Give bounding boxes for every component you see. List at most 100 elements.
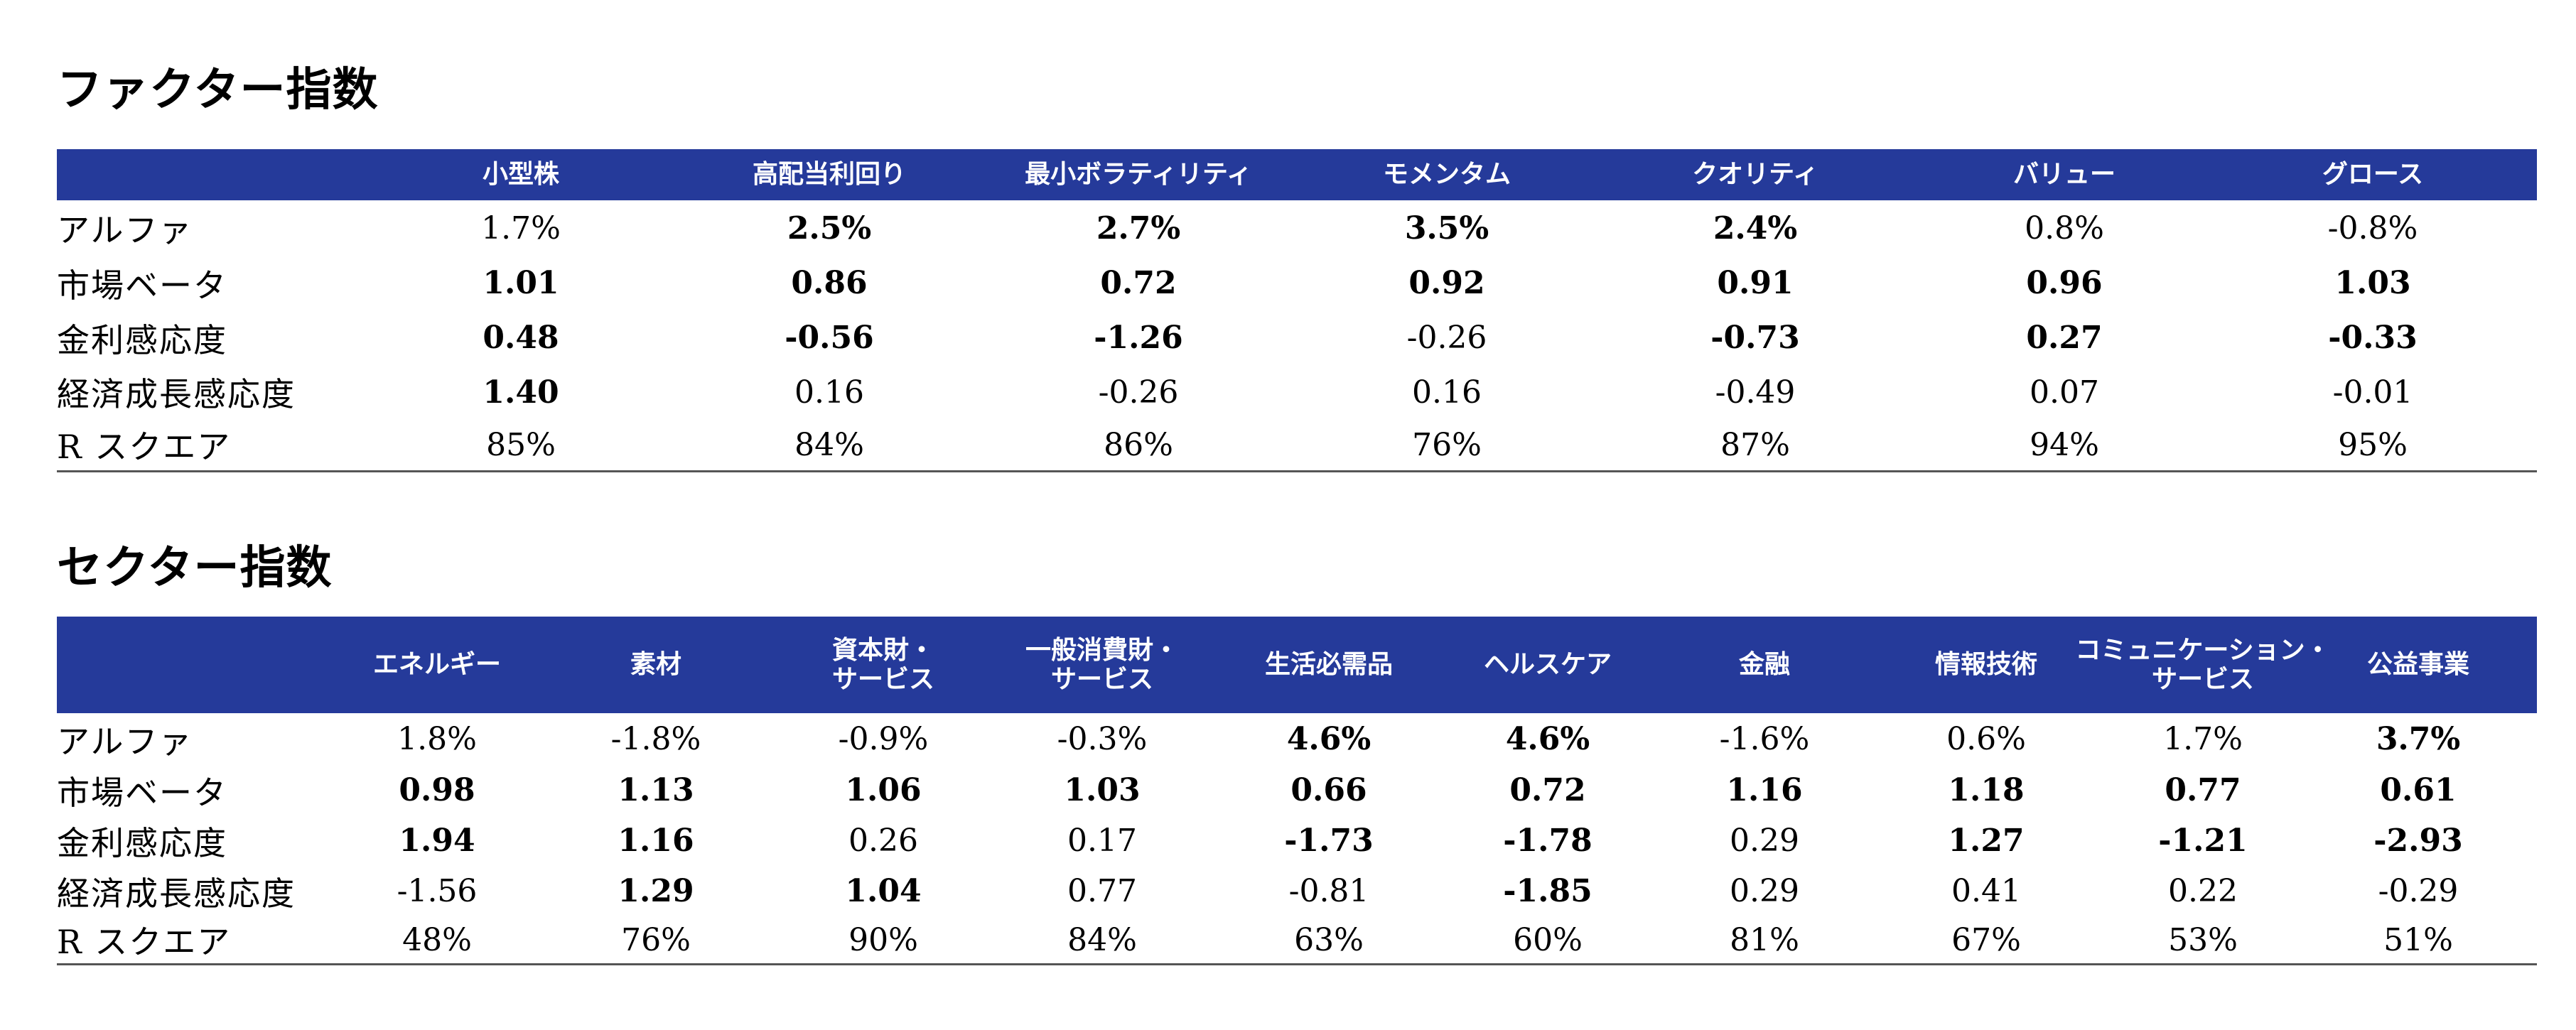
table-cell: -1.56 [397, 873, 478, 909]
table-cell: 0.29 [1730, 873, 1799, 909]
table-cell: -1.6% [1719, 721, 1810, 757]
sector-col-header: 資本財・ サービス [831, 635, 935, 694]
factor-col-header: 小型株 [482, 160, 560, 190]
table-bottom-rule [57, 963, 2537, 965]
table-cell: 3.5% [1404, 210, 1489, 246]
table-cell: 53% [2168, 921, 2238, 958]
table-cell: -0.49 [1715, 374, 1796, 411]
sector-row-alpha: アルファ 1.8% -1.8% -0.9% -0.3% 4.6% 4.6% -1… [57, 713, 2537, 765]
table-cell: 1.13 [618, 772, 694, 808]
table-cell: -1.73 [1284, 823, 1374, 859]
row-label: アルファ [57, 722, 193, 761]
table-cell: 84% [1067, 921, 1137, 958]
factor-index-table: 小型株 高配当利回り 最小ボラティリティ モメンタム クオリティ バリュー グロ… [57, 149, 2537, 472]
factor-row-r-squared: R スクエア 85% 84% 86% 76% 87% 94% 95% [57, 419, 2537, 470]
row-label: 市場ベータ [57, 773, 227, 812]
table-cell: 0.22 [2168, 873, 2238, 909]
sector-col-header: 公益事業 [2366, 650, 2470, 680]
factor-table-header: 小型株 高配当利回り 最小ボラティリティ モメンタム クオリティ バリュー グロ… [57, 149, 2537, 200]
factor-row-market-beta: 市場ベータ 1.01 0.86 0.72 0.92 0.91 0.96 1.03 [57, 256, 2537, 310]
table-cell: 0.92 [1408, 265, 1485, 301]
table-cell: -0.29 [2378, 873, 2459, 909]
factor-col-header: グロース [2322, 160, 2424, 190]
table-cell: 0.41 [1951, 873, 2021, 909]
table-cell: 1.94 [399, 823, 475, 859]
sector-col-header: ヘルスケア [1483, 650, 1612, 680]
table-cell: -1.85 [1503, 873, 1593, 909]
table-cell: 1.40 [483, 374, 559, 411]
table-cell: -1.78 [1503, 823, 1593, 859]
table-cell: 87% [1720, 426, 1790, 463]
sector-col-header: 金融 [1738, 650, 1791, 680]
table-cell: 67% [1951, 921, 2021, 958]
table-cell: 81% [1730, 921, 1799, 958]
table-cell: 0.48 [483, 320, 559, 356]
row-label: 経済成長感応度 [57, 874, 296, 913]
table-cell: 0.26 [848, 823, 918, 859]
table-cell: 1.03 [1064, 772, 1141, 808]
table-cell: -1.21 [2158, 823, 2248, 859]
sector-row-growth-sensitivity: 経済成長感応度 -1.56 1.29 1.04 0.77 -0.81 -1.85… [57, 866, 2537, 916]
sector-col-header: エネルギー [372, 650, 502, 680]
table-cell: -1.8% [610, 721, 701, 757]
sector-col-header: 生活必需品 [1264, 650, 1394, 680]
sector-col-header: 一般消費財・ サービス [1025, 635, 1180, 694]
table-cell: 1.29 [618, 873, 694, 909]
sector-row-r-squared: R スクエア 48% 76% 90% 84% 63% 60% 81% 67% 5… [57, 916, 2537, 963]
table-cell: 0.77 [1067, 873, 1137, 909]
table-cell: -0.73 [1710, 320, 1800, 356]
table-cell: 0.86 [791, 265, 868, 301]
table-cell: -2.93 [2373, 823, 2463, 859]
factor-row-rate-sensitivity: 金利感応度 0.48 -0.56 -1.26 -0.26 -0.73 0.27 … [57, 310, 2537, 365]
factor-col-header: 最小ボラティリティ [1025, 160, 1252, 190]
factor-section-title: ファクター指数 [57, 64, 379, 116]
table-cell: -0.01 [2332, 374, 2413, 411]
row-label: 金利感応度 [57, 823, 227, 862]
sector-index-table: エネルギー 素材 資本財・ サービス 一般消費財・ サービス 生活必需品 ヘルス… [57, 617, 2537, 965]
table-cell: -0.33 [2328, 320, 2418, 356]
table-cell: 0.07 [2030, 374, 2099, 411]
factor-col-header: モメンタム [1382, 160, 1511, 190]
table-cell: 0.29 [1730, 823, 1799, 859]
table-cell: 95% [2338, 426, 2408, 463]
table-cell: 76% [1412, 426, 1482, 463]
row-label: 金利感応度 [57, 320, 227, 359]
table-cell: 1.18 [1948, 772, 2025, 808]
table-cell: 4.6% [1505, 721, 1590, 757]
table-cell: 0.72 [1100, 265, 1177, 301]
table-cell: 1.8% [397, 721, 477, 757]
table-cell: -0.56 [785, 320, 874, 356]
table-cell: 48% [402, 921, 472, 958]
table-cell: 0.72 [1509, 772, 1586, 808]
row-label: R スクエア [57, 428, 232, 466]
table-cell: 1.03 [2334, 265, 2411, 301]
table-cell: 94% [2030, 426, 2099, 463]
table-cell: 1.7% [481, 210, 561, 246]
table-cell: 2.4% [1713, 210, 1798, 246]
table-cell: 63% [1294, 921, 1364, 958]
table-cell: 0.98 [399, 772, 475, 808]
table-cell: 3.7% [2376, 721, 2461, 757]
table-cell: 0.91 [1717, 265, 1794, 301]
table-cell: 0.17 [1067, 823, 1137, 859]
table-cell: 0.16 [794, 374, 864, 411]
table-cell: 0.27 [2026, 320, 2103, 356]
row-label: アルファ [57, 211, 193, 249]
factor-row-growth-sensitivity: 経済成長感応度 1.40 0.16 -0.26 0.16 -0.49 0.07 … [57, 365, 2537, 419]
table-cell: -1.26 [1094, 320, 1183, 356]
table-cell: 60% [1513, 921, 1583, 958]
table-cell: -0.8% [2327, 210, 2418, 246]
row-label: 市場ベータ [57, 266, 227, 305]
row-label: R スクエア [57, 923, 232, 961]
factor-col-header: クオリティ [1692, 160, 1818, 190]
table-cell: 84% [794, 426, 864, 463]
table-cell: 2.5% [787, 210, 872, 246]
table-cell: 1.01 [483, 265, 559, 301]
table-cell: 1.06 [845, 772, 922, 808]
table-cell: -0.26 [1098, 374, 1179, 411]
table-bottom-rule [57, 470, 2537, 472]
factor-row-alpha: アルファ 1.7% 2.5% 2.7% 3.5% 2.4% 0.8% -0.8% [57, 200, 2537, 256]
table-cell: 1.16 [618, 823, 694, 859]
table-cell: 0.16 [1412, 374, 1482, 411]
table-cell: 76% [621, 921, 691, 958]
